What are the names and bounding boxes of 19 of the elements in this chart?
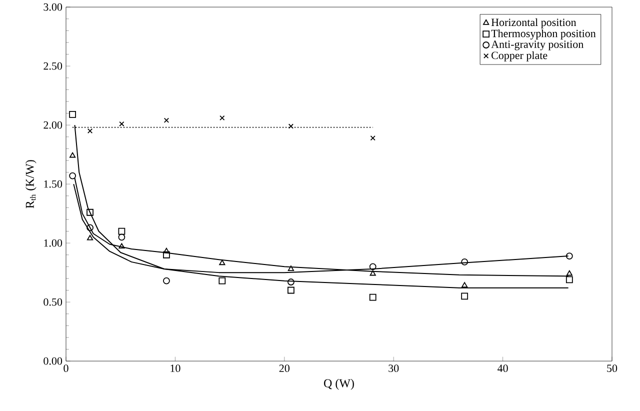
y-tick-label: 0.50: [44, 298, 62, 306]
x-tick-label: 30: [388, 364, 399, 372]
legend-label: Horizontal position: [491, 18, 576, 28]
x-tick-label: 50: [607, 364, 618, 372]
x-tick-label: 20: [279, 364, 290, 372]
x-axis-title: Q (W): [324, 378, 354, 390]
x-tick-label: 0: [64, 364, 68, 372]
y-tick-label: 1.00: [44, 239, 62, 247]
legend-label: Anti-gravity position: [491, 40, 584, 50]
y-axis-title: R$_{th}$ (K/W): [25, 160, 36, 208]
y-tick-label: 2.50: [44, 62, 62, 70]
y-tick-label: 1.50: [44, 180, 62, 188]
y-tick-label: 0.00: [44, 357, 62, 365]
y-tick-label: 2.00: [44, 121, 62, 129]
x-tick-label: 10: [170, 364, 180, 372]
x-tick-label: 40: [498, 364, 508, 372]
legend-label: Thermosyphon position: [491, 29, 596, 40]
y-tick-label: 3.00: [44, 3, 62, 11]
legend-label: Copper plate: [492, 51, 548, 62]
